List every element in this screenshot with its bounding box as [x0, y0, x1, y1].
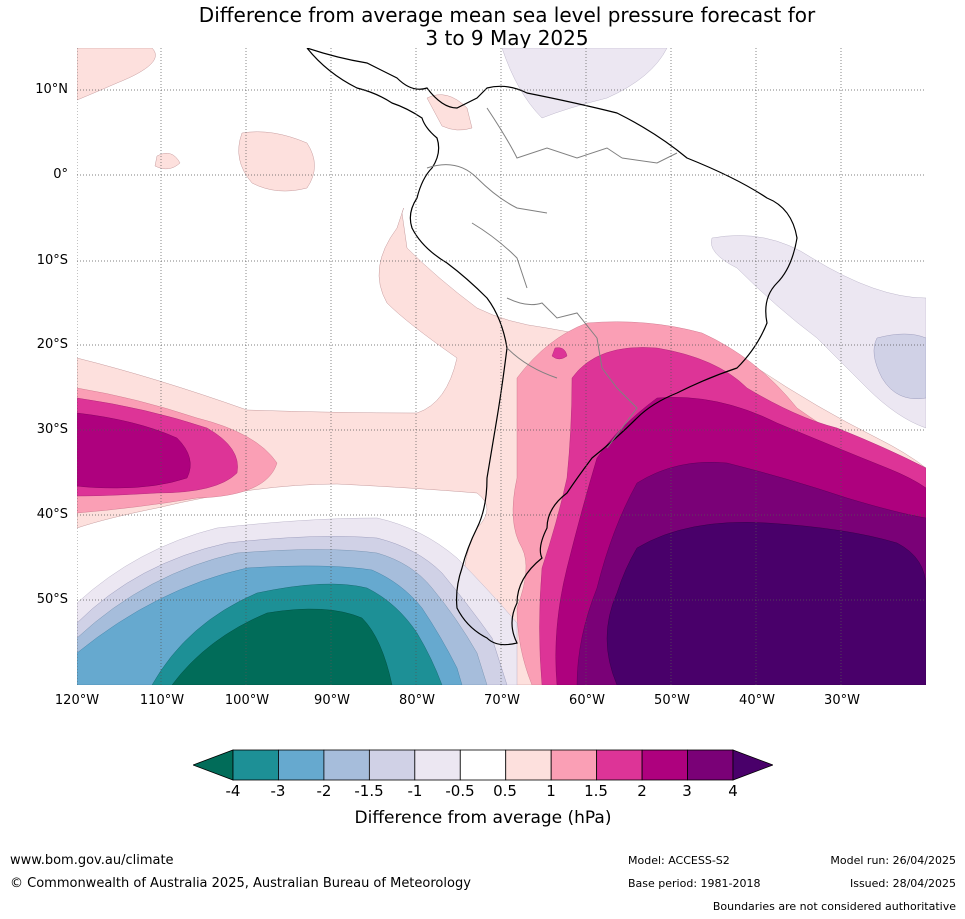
colorbar-tick: 1.5 — [584, 782, 608, 800]
colorbar-cell — [323, 749, 370, 781]
colorbar-tick: -0.5 — [445, 782, 475, 800]
lon-label-120w: 120°W — [54, 693, 100, 708]
colorbar-cell — [278, 749, 325, 781]
map-svg — [77, 48, 926, 685]
footer-model: Model: ACCESS-S2 — [628, 854, 730, 867]
lat-label-20s: 20°S — [36, 337, 68, 352]
title-line-2: 3 to 9 May 2025 — [425, 26, 589, 50]
colorbar-cell — [368, 749, 416, 781]
country-boundaries — [426, 107, 678, 449]
colorbar-cell — [550, 749, 598, 781]
colorbar-cell — [505, 749, 552, 781]
map-title: Difference from average mean sea level p… — [0, 4, 965, 50]
colorbar — [193, 749, 773, 781]
coastline — [306, 48, 798, 646]
footer-model-run: Model run: 26/04/2025 — [830, 854, 956, 867]
lon-label-30w: 30°W — [824, 693, 860, 708]
lon-label-110w: 110°W — [139, 693, 185, 708]
footer-base-period: Base period: 1981-2018 — [628, 877, 761, 890]
colorbar-tick: -4 — [225, 782, 241, 800]
colorbar-cell — [596, 749, 643, 781]
colorbar-tick: 2 — [637, 782, 647, 800]
footer-website: www.bom.gov.au/climate — [10, 853, 174, 868]
colorbar-tick: -3 — [270, 782, 286, 800]
colorbar-cell — [232, 749, 279, 781]
lat-label-10s: 10°S — [36, 253, 68, 268]
colorbar-under-arrow — [193, 749, 234, 781]
pressure-anomaly-map — [77, 48, 926, 685]
footer-issued: Issued: 28/04/2025 — [849, 877, 956, 890]
colorbar-cell — [414, 749, 461, 781]
lon-label-80w: 80°W — [399, 693, 435, 708]
lon-label-90w: 90°W — [314, 693, 350, 708]
colorbar-tick: -1 — [407, 782, 423, 800]
lon-label-100w: 100°W — [224, 693, 270, 708]
lat-label-10n: 10°N — [35, 82, 68, 97]
colorbar-tick: 0.5 — [493, 782, 517, 800]
graticule — [77, 48, 926, 685]
colorbar-cell — [641, 749, 688, 781]
anomaly-below-neg-4 — [171, 608, 393, 685]
colorbar-cell — [459, 749, 507, 781]
lon-label-50w: 50°W — [654, 693, 690, 708]
footer-boundaries-note: Boundaries are not considered authoritat… — [712, 900, 956, 913]
colorbar-tick: 4 — [728, 782, 738, 800]
colorbar-cell — [687, 749, 734, 781]
colorbar-tick: -2 — [316, 782, 332, 800]
colorbar-tick: -1.5 — [354, 782, 384, 800]
colorbar-tick: 1 — [546, 782, 556, 800]
lat-label-30s: 30°S — [36, 422, 68, 437]
footer-copyright: © Commonwealth of Australia 2025, Austra… — [10, 876, 471, 891]
colorbar-over-arrow — [732, 749, 773, 781]
title-line-1: Difference from average mean sea level p… — [198, 3, 816, 27]
lon-label-40w: 40°W — [739, 693, 775, 708]
lon-label-60w: 60°W — [569, 693, 605, 708]
lat-label-0: 0° — [53, 167, 68, 182]
lon-label-70w: 70°W — [484, 693, 520, 708]
colorbar-label: Difference from average (hPa) — [354, 808, 612, 828]
lat-label-40s: 40°S — [36, 507, 68, 522]
anomaly-above-4 — [606, 522, 926, 685]
lat-label-50s: 50°S — [36, 592, 68, 607]
colorbar-tick: 3 — [682, 782, 692, 800]
